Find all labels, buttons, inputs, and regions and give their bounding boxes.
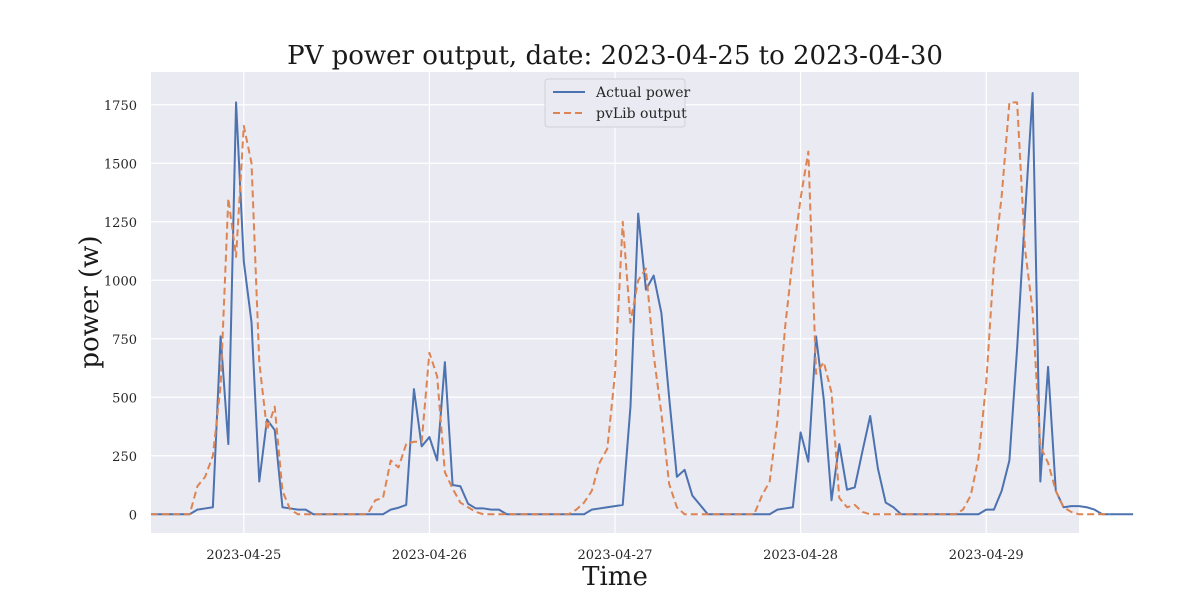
y-tick-label: 250: [112, 450, 137, 465]
y-tick-label: 1500: [104, 157, 137, 172]
y-tick-label: 750: [112, 333, 137, 348]
y-tick-label: 1250: [104, 216, 137, 231]
legend-pvlib-label: pvLib output: [596, 106, 687, 122]
legend: Actual power pvLib output: [544, 78, 691, 128]
y-tick-label: 0: [129, 508, 137, 523]
x-tick-label: 2023-04-25: [206, 548, 281, 563]
x-tick-label: 2023-04-29: [949, 548, 1024, 563]
legend-actual-label: Actual power: [595, 85, 691, 101]
y-axis-label: power (w): [75, 235, 105, 368]
chart-title: PV power output, date: 2023-04-25 to 202…: [287, 41, 943, 71]
series-line-pvlib-output: [151, 101, 1110, 516]
y-tick-labels: 0 250 500 750 1000 1250 1500 1750: [104, 99, 137, 524]
series-line-actual-power: [151, 92, 1134, 516]
x-axis-label: Time: [582, 562, 648, 592]
x-tick-label: 2023-04-27: [578, 548, 653, 563]
y-tick-label: 500: [112, 391, 137, 406]
x-tick-labels: 2023-04-25 2023-04-26 2023-04-27 2023-04-28…: [206, 548, 1023, 563]
x-tick-label: 2023-04-28: [763, 548, 838, 563]
series-lines: [151, 92, 1134, 516]
y-tick-label: 1000: [104, 274, 137, 289]
grid-lines: [151, 72, 1079, 533]
x-tick-label: 2023-04-26: [392, 548, 467, 563]
y-tick-label: 1750: [104, 99, 137, 114]
